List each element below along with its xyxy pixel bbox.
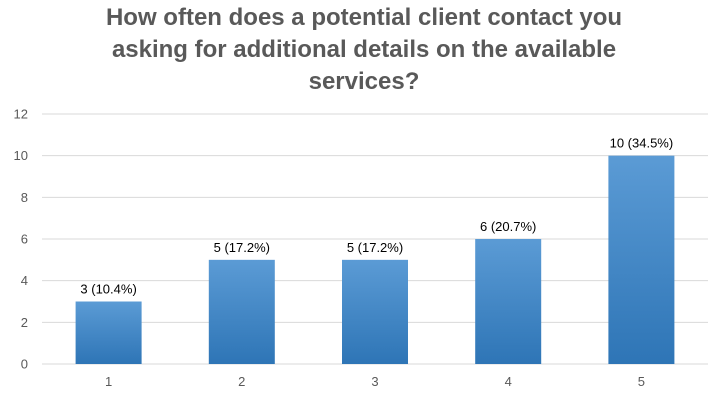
data-label: 10 (34.5%) bbox=[610, 136, 674, 151]
data-label: 3 (10.4%) bbox=[80, 282, 136, 297]
gridlines bbox=[42, 113, 708, 365]
x-tick-label: 2 bbox=[238, 374, 245, 389]
y-axis: 0 2 4 6 8 10 12 bbox=[14, 107, 28, 372]
y-tick-label: 8 bbox=[21, 190, 28, 205]
x-tick-label: 1 bbox=[105, 374, 112, 389]
data-label: 6 (20.7%) bbox=[480, 219, 536, 234]
chart-title-line-2: asking for additional details on the ava… bbox=[111, 36, 617, 63]
chart-title-line-3: services? bbox=[308, 68, 420, 95]
x-axis: 1 2 3 4 5 bbox=[105, 374, 645, 389]
y-tick-label: 10 bbox=[14, 148, 28, 163]
bar bbox=[608, 155, 675, 364]
x-tick-label: 3 bbox=[371, 374, 378, 389]
y-tick-label: 0 bbox=[21, 357, 28, 372]
chart-title: How often does a potential client contac… bbox=[0, 2, 728, 98]
data-labels: 3 (10.4%) 5 (17.2%) 5 (17.2%) 6 (20.7%) 10 (… bbox=[80, 136, 673, 297]
y-tick-label: 2 bbox=[21, 315, 28, 330]
data-label: 5 (17.2%) bbox=[214, 240, 270, 255]
bars bbox=[75, 155, 675, 364]
y-tick-label: 4 bbox=[21, 273, 28, 288]
chart-title-line-1: How often does a potential client contac… bbox=[105, 4, 623, 31]
x-tick-label: 4 bbox=[505, 374, 512, 389]
data-label: 5 (17.2%) bbox=[347, 240, 403, 255]
y-tick-label: 12 bbox=[14, 107, 28, 122]
x-tick-label: 5 bbox=[638, 374, 645, 389]
bar bbox=[75, 301, 142, 364]
y-tick-label: 6 bbox=[21, 232, 28, 247]
bar bbox=[342, 259, 408, 364]
bar bbox=[208, 259, 275, 364]
bar bbox=[475, 239, 542, 364]
